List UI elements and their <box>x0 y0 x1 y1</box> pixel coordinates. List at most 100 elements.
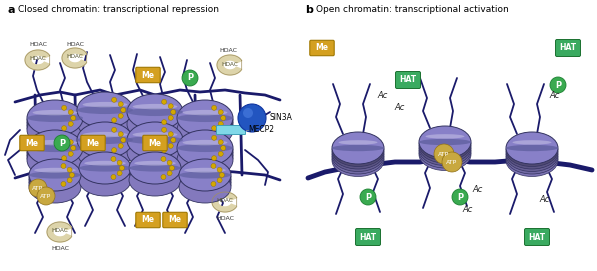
Polygon shape <box>62 48 87 68</box>
Ellipse shape <box>506 140 558 172</box>
Ellipse shape <box>77 131 133 167</box>
Text: Me: Me <box>141 215 155 224</box>
FancyBboxPatch shape <box>136 67 160 83</box>
Circle shape <box>171 109 176 115</box>
Polygon shape <box>212 192 236 212</box>
Circle shape <box>68 151 73 156</box>
Circle shape <box>69 173 75 178</box>
Ellipse shape <box>77 104 133 140</box>
Ellipse shape <box>27 114 83 122</box>
Circle shape <box>61 163 66 169</box>
Circle shape <box>211 182 216 186</box>
Ellipse shape <box>29 162 81 194</box>
Circle shape <box>67 178 72 183</box>
Text: P: P <box>59 138 65 147</box>
Ellipse shape <box>27 100 83 136</box>
Ellipse shape <box>27 106 83 142</box>
Ellipse shape <box>127 97 183 133</box>
Circle shape <box>162 127 167 132</box>
Text: Closed chromatin: transcriptional repression: Closed chromatin: transcriptional repres… <box>18 5 219 14</box>
Ellipse shape <box>183 110 227 115</box>
Text: P: P <box>457 192 463 202</box>
Ellipse shape <box>133 104 177 109</box>
Ellipse shape <box>79 161 131 193</box>
Text: b: b <box>305 5 313 15</box>
Text: HAT: HAT <box>559 44 577 53</box>
Ellipse shape <box>127 94 183 130</box>
Circle shape <box>162 120 167 125</box>
Ellipse shape <box>27 109 83 145</box>
Circle shape <box>118 132 123 137</box>
Ellipse shape <box>332 140 384 172</box>
Polygon shape <box>217 55 242 75</box>
Ellipse shape <box>177 109 233 145</box>
Ellipse shape <box>129 161 181 193</box>
Ellipse shape <box>183 140 227 145</box>
Circle shape <box>168 115 173 120</box>
Circle shape <box>70 146 76 150</box>
Ellipse shape <box>129 155 181 187</box>
Circle shape <box>61 126 67 131</box>
Ellipse shape <box>33 110 78 115</box>
Ellipse shape <box>177 112 233 148</box>
Circle shape <box>161 175 166 179</box>
Ellipse shape <box>332 137 384 169</box>
Circle shape <box>118 102 123 107</box>
Ellipse shape <box>506 134 558 166</box>
Ellipse shape <box>127 128 183 164</box>
Ellipse shape <box>79 158 131 190</box>
Ellipse shape <box>179 171 231 179</box>
FancyBboxPatch shape <box>310 40 334 56</box>
Ellipse shape <box>33 140 78 145</box>
Circle shape <box>182 70 198 86</box>
Circle shape <box>70 115 76 121</box>
FancyBboxPatch shape <box>555 40 580 56</box>
Ellipse shape <box>332 145 384 151</box>
Circle shape <box>162 99 167 104</box>
Circle shape <box>434 144 454 164</box>
Ellipse shape <box>127 122 183 158</box>
Ellipse shape <box>129 164 181 172</box>
Circle shape <box>221 146 226 150</box>
Ellipse shape <box>77 95 133 131</box>
Ellipse shape <box>29 171 81 179</box>
Ellipse shape <box>419 138 471 170</box>
Circle shape <box>68 121 73 126</box>
Text: MECP2: MECP2 <box>248 125 274 134</box>
Ellipse shape <box>77 128 133 164</box>
Ellipse shape <box>419 134 471 166</box>
Ellipse shape <box>506 137 558 169</box>
Circle shape <box>211 156 217 161</box>
Text: HAT: HAT <box>399 76 417 85</box>
Circle shape <box>117 171 122 176</box>
Circle shape <box>217 178 222 183</box>
Ellipse shape <box>79 152 131 184</box>
FancyBboxPatch shape <box>395 72 420 89</box>
Ellipse shape <box>27 130 83 166</box>
Ellipse shape <box>332 134 384 166</box>
Ellipse shape <box>179 171 231 203</box>
Ellipse shape <box>179 165 231 197</box>
Text: Ac: Ac <box>540 195 550 205</box>
Ellipse shape <box>506 132 558 164</box>
Ellipse shape <box>77 106 133 114</box>
Ellipse shape <box>129 152 181 184</box>
Ellipse shape <box>506 142 558 174</box>
Ellipse shape <box>27 103 83 139</box>
Text: P: P <box>555 80 561 89</box>
Circle shape <box>220 173 224 178</box>
Text: HDAC: HDAC <box>51 246 69 250</box>
Ellipse shape <box>177 144 233 152</box>
Circle shape <box>211 105 217 110</box>
Ellipse shape <box>506 145 558 151</box>
Circle shape <box>68 140 73 145</box>
Ellipse shape <box>77 92 133 128</box>
Circle shape <box>112 148 116 153</box>
Text: Ac: Ac <box>550 91 560 99</box>
Ellipse shape <box>34 168 76 173</box>
Ellipse shape <box>134 161 176 166</box>
Circle shape <box>162 148 167 153</box>
Circle shape <box>550 77 566 93</box>
Circle shape <box>54 135 70 151</box>
Text: Me: Me <box>26 138 38 147</box>
